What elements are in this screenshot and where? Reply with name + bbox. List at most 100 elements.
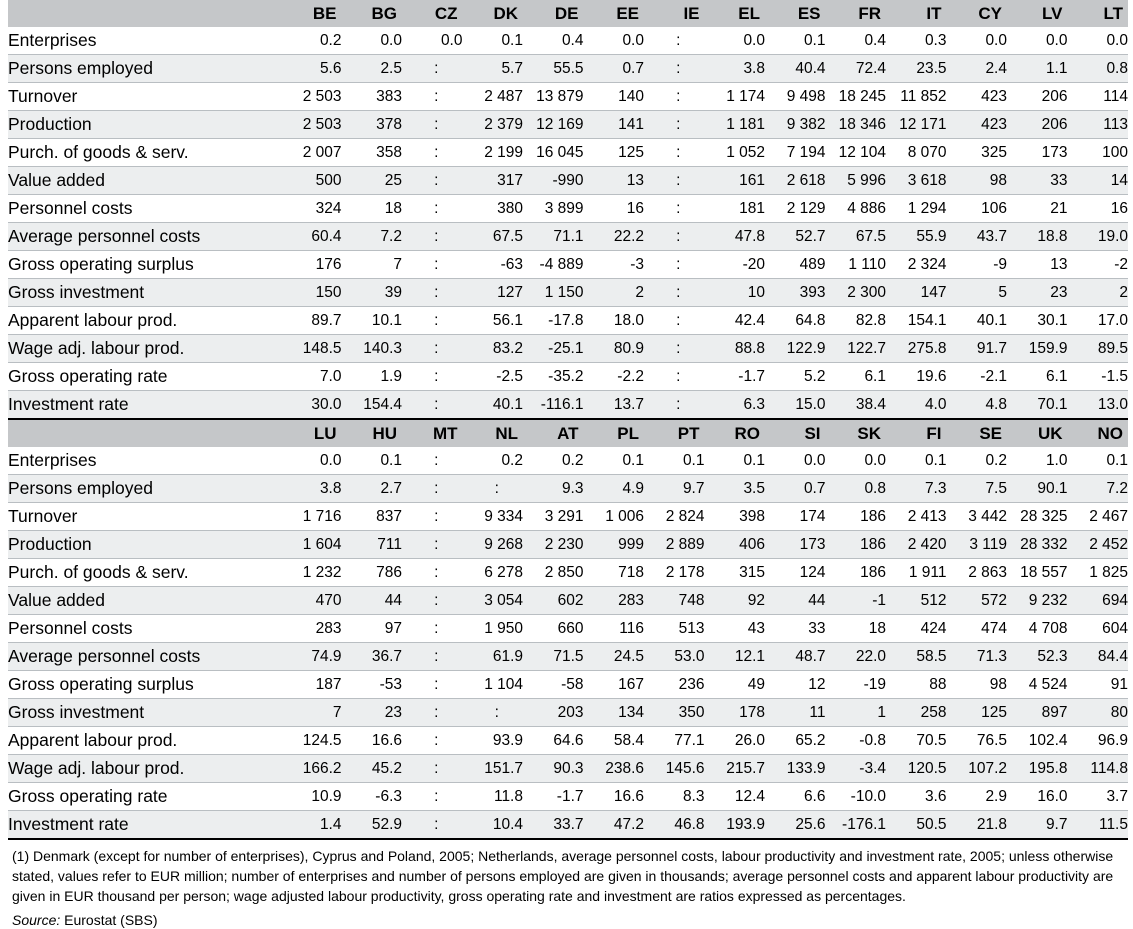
value-cell: 33: [1007, 166, 1068, 195]
value-cell: 133.9: [765, 754, 826, 783]
value-cell: 65.2: [765, 726, 826, 755]
country-header: FR: [825, 0, 886, 27]
country-header: AT: [523, 419, 584, 447]
value-cell: 5.7: [462, 54, 523, 83]
value-cell: -9: [946, 250, 1007, 279]
value-cell: 1 716: [281, 502, 342, 531]
value-cell: -2.2: [583, 362, 644, 391]
table-row: Persons employed 3.8 2.7::9.3 4.9 9.7 3.5 0.7 0…: [8, 474, 1128, 503]
value-cell: 97: [341, 614, 402, 643]
row-label: Investment rate: [8, 810, 281, 840]
value-cell: -2: [1067, 250, 1128, 279]
value-cell: 0.1: [644, 447, 705, 475]
value-cell: 7.3: [886, 474, 947, 503]
value-cell: 154.1: [886, 306, 947, 335]
value-cell: 500: [281, 166, 342, 195]
country-header: CZ: [402, 0, 463, 27]
source-label: Source:: [12, 912, 61, 928]
value-cell: 398: [704, 502, 765, 531]
value-cell: 18: [825, 614, 886, 643]
value-cell: 1: [825, 698, 886, 727]
value-cell: :: [402, 502, 463, 531]
value-cell: -17.8: [523, 306, 584, 335]
value-cell: 58.4: [583, 726, 644, 755]
value-cell: 0.1: [1067, 447, 1128, 475]
value-cell: 424: [886, 614, 947, 643]
value-cell: 489: [765, 250, 826, 279]
value-cell: 258: [886, 698, 947, 727]
value-cell: 55.9: [886, 222, 947, 251]
country-header: IE: [644, 0, 705, 27]
value-cell: -2.5: [462, 362, 523, 391]
value-cell: 0.0: [281, 447, 342, 475]
value-cell: 18.8: [1007, 222, 1068, 251]
value-cell: 0.1: [886, 447, 947, 475]
row-label: Personnel costs: [8, 614, 281, 643]
value-cell: 1 825: [1067, 558, 1128, 587]
value-cell: -1.7: [704, 362, 765, 391]
value-cell: 4 524: [1007, 670, 1068, 699]
value-cell: 9.7: [644, 474, 705, 503]
value-cell: 4.9: [583, 474, 644, 503]
value-cell: 12: [765, 670, 826, 699]
value-cell: 15.0: [765, 390, 826, 420]
value-cell: 378: [341, 110, 402, 139]
table-row: Gross operating rate 10.9 -6.3:11.8 -1.7 16.…: [8, 782, 1128, 811]
value-cell: 0.0: [1007, 27, 1068, 55]
value-cell: 80.9: [583, 334, 644, 363]
row-label: Investment rate: [8, 390, 281, 420]
row-label: Turnover: [8, 82, 281, 111]
value-cell: 19.0: [1067, 222, 1128, 251]
value-cell: 12 171: [886, 110, 947, 139]
value-cell: 423: [946, 82, 1007, 111]
value-cell: 2 503: [281, 82, 342, 111]
row-label: Wage adj. labour prod.: [8, 754, 281, 783]
value-cell: 38.4: [825, 390, 886, 420]
value-cell: -2.1: [946, 362, 1007, 391]
value-cell: 2 420: [886, 530, 947, 559]
value-cell: :: [402, 278, 463, 307]
country-header: PL: [583, 419, 644, 447]
row-label: Gross operating surplus: [8, 670, 281, 699]
value-cell: 173: [1007, 138, 1068, 167]
value-cell: 16.6: [341, 726, 402, 755]
value-cell: 13: [583, 166, 644, 195]
value-cell: 0.1: [704, 447, 765, 475]
country-header: IT: [886, 0, 947, 27]
value-cell: 7.5: [946, 474, 1007, 503]
value-cell: 2 199: [462, 138, 523, 167]
value-cell: 383: [341, 82, 402, 111]
value-cell: 154.4: [341, 390, 402, 420]
value-cell: 16.6: [583, 782, 644, 811]
value-cell: 3 054: [462, 586, 523, 615]
value-cell: 718: [583, 558, 644, 587]
row-label: Production: [8, 110, 281, 139]
value-cell: 10.4: [462, 810, 523, 840]
value-cell: 6.3: [704, 390, 765, 420]
value-cell: 9.7: [1007, 810, 1068, 840]
value-cell: 1 294: [886, 194, 947, 223]
value-cell: 6.1: [1007, 362, 1068, 391]
table-row: Gross investment 150 39:127 1 150 2:10 393 2 3…: [8, 278, 1128, 307]
value-cell: 56.1: [462, 306, 523, 335]
value-cell: 4 886: [825, 194, 886, 223]
value-cell: :: [402, 530, 463, 559]
value-cell: 195.8: [1007, 754, 1068, 783]
country-header: HU: [341, 419, 402, 447]
value-cell: -6.3: [341, 782, 402, 811]
value-cell: 0.4: [523, 27, 584, 55]
value-cell: :: [402, 474, 463, 503]
value-cell: 2 129: [765, 194, 826, 223]
value-cell: 3 442: [946, 502, 1007, 531]
value-cell: 90.3: [523, 754, 584, 783]
value-cell: 76.5: [946, 726, 1007, 755]
value-cell: 12 104: [825, 138, 886, 167]
value-cell: 174: [765, 502, 826, 531]
value-cell: 74.9: [281, 642, 342, 671]
value-cell: 120.5: [886, 754, 947, 783]
row-label: Gross operating surplus: [8, 250, 281, 279]
value-cell: :: [644, 54, 705, 83]
value-cell: 694: [1067, 586, 1128, 615]
value-cell: 114.8: [1067, 754, 1128, 783]
table-row: Apparent labour prod. 124.5 16.6:93.9 64.6 5…: [8, 726, 1128, 755]
